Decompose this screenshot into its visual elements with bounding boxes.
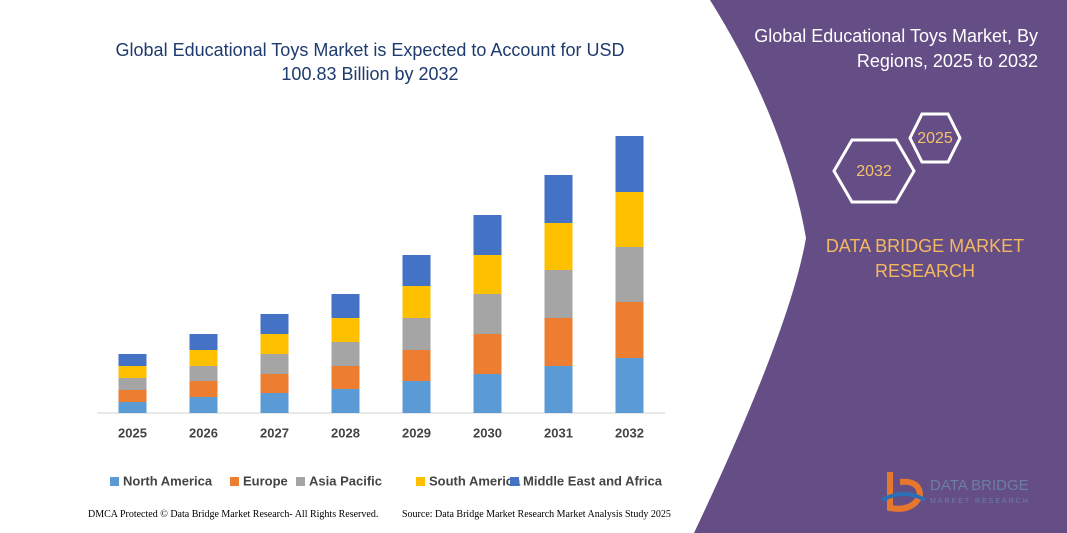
chart-title: Global Educational Toys Market is Expect… [115,40,625,84]
bar-segment [118,354,147,366]
legend-swatch [296,477,305,486]
bar-segment [473,215,502,255]
bar-segment [473,334,502,374]
x-tick-label: 2025 [118,425,147,440]
logo-mark [881,492,927,502]
bar-segment [473,255,502,294]
bar-segment [118,366,147,378]
bar-segment [402,255,431,286]
bar-segment [189,397,218,413]
side-panel [694,0,1067,533]
bar-segment [189,350,218,366]
bar-segment [331,294,360,318]
bar-segment [544,318,573,366]
bar-segment [473,294,502,334]
legend-label: North America [123,473,213,488]
logo-tagline: MARKET RESEARCH [930,498,1030,505]
x-tick-label: 2028 [331,425,360,440]
bar-segment [544,366,573,413]
hexagon [908,112,962,164]
bar-segment [331,318,360,342]
logo: DATA BRIDGE MARKET RESEARCH [881,472,1030,512]
x-tick-label: 2030 [473,425,502,440]
bar-segment [544,270,573,318]
legend-label: Europe [243,473,288,488]
bar-segment [331,389,360,413]
hex-label: 2025 [917,130,953,147]
bar-segment [331,342,360,366]
brand: DATA BRIDGE MARKET RESEARCH [825,236,1025,281]
bar-segment [544,175,573,223]
bar-segment [402,286,431,318]
x-tick-label: 2026 [189,425,218,440]
bar-segment [260,374,289,393]
x-tick-label: 2029 [402,425,431,440]
bar-segment [189,334,218,350]
hexagon [832,138,916,204]
source-note: Source: Data Bridge Market Research Mark… [402,509,671,520]
x-tick-label: 2027 [260,425,289,440]
bar-segment [331,366,360,389]
legend-swatch [110,477,119,486]
legend-label: South America [429,473,521,488]
legend-label: Middle East and Africa [523,473,663,488]
dmca-note: DMCA Protected © Data Bridge Market Rese… [88,509,379,520]
bar-segment [118,378,147,390]
bar-segment [402,381,431,413]
bar-segment [615,358,644,413]
bar-segment [615,247,644,302]
bar-segment [260,334,289,354]
bar-segment [615,136,644,192]
bar-segment [402,350,431,381]
bar-segment [189,381,218,397]
bar-segment [260,393,289,413]
bar-segment [615,192,644,247]
legend-label: Asia Pacific [309,473,382,488]
x-tick-label: 2032 [615,425,644,440]
legend-swatch [416,477,425,486]
bar-segment [473,374,502,413]
hex-label: 2032 [856,163,892,180]
bar-segment [544,223,573,270]
bar-segment [260,354,289,374]
x-tick-label: 2031 [544,425,573,440]
legend-swatch [510,477,519,486]
legend-swatch [230,477,239,486]
logo-name: DATA BRIDGE [930,477,1029,494]
bar-segment [402,318,431,350]
bar-segment [260,314,289,334]
bar-segment [118,402,147,413]
panel-title: Global Educational Toys Market, By Regio… [754,26,1038,71]
bar-segment [118,390,147,402]
bar-segment [189,366,218,381]
bar-segment [615,302,644,358]
